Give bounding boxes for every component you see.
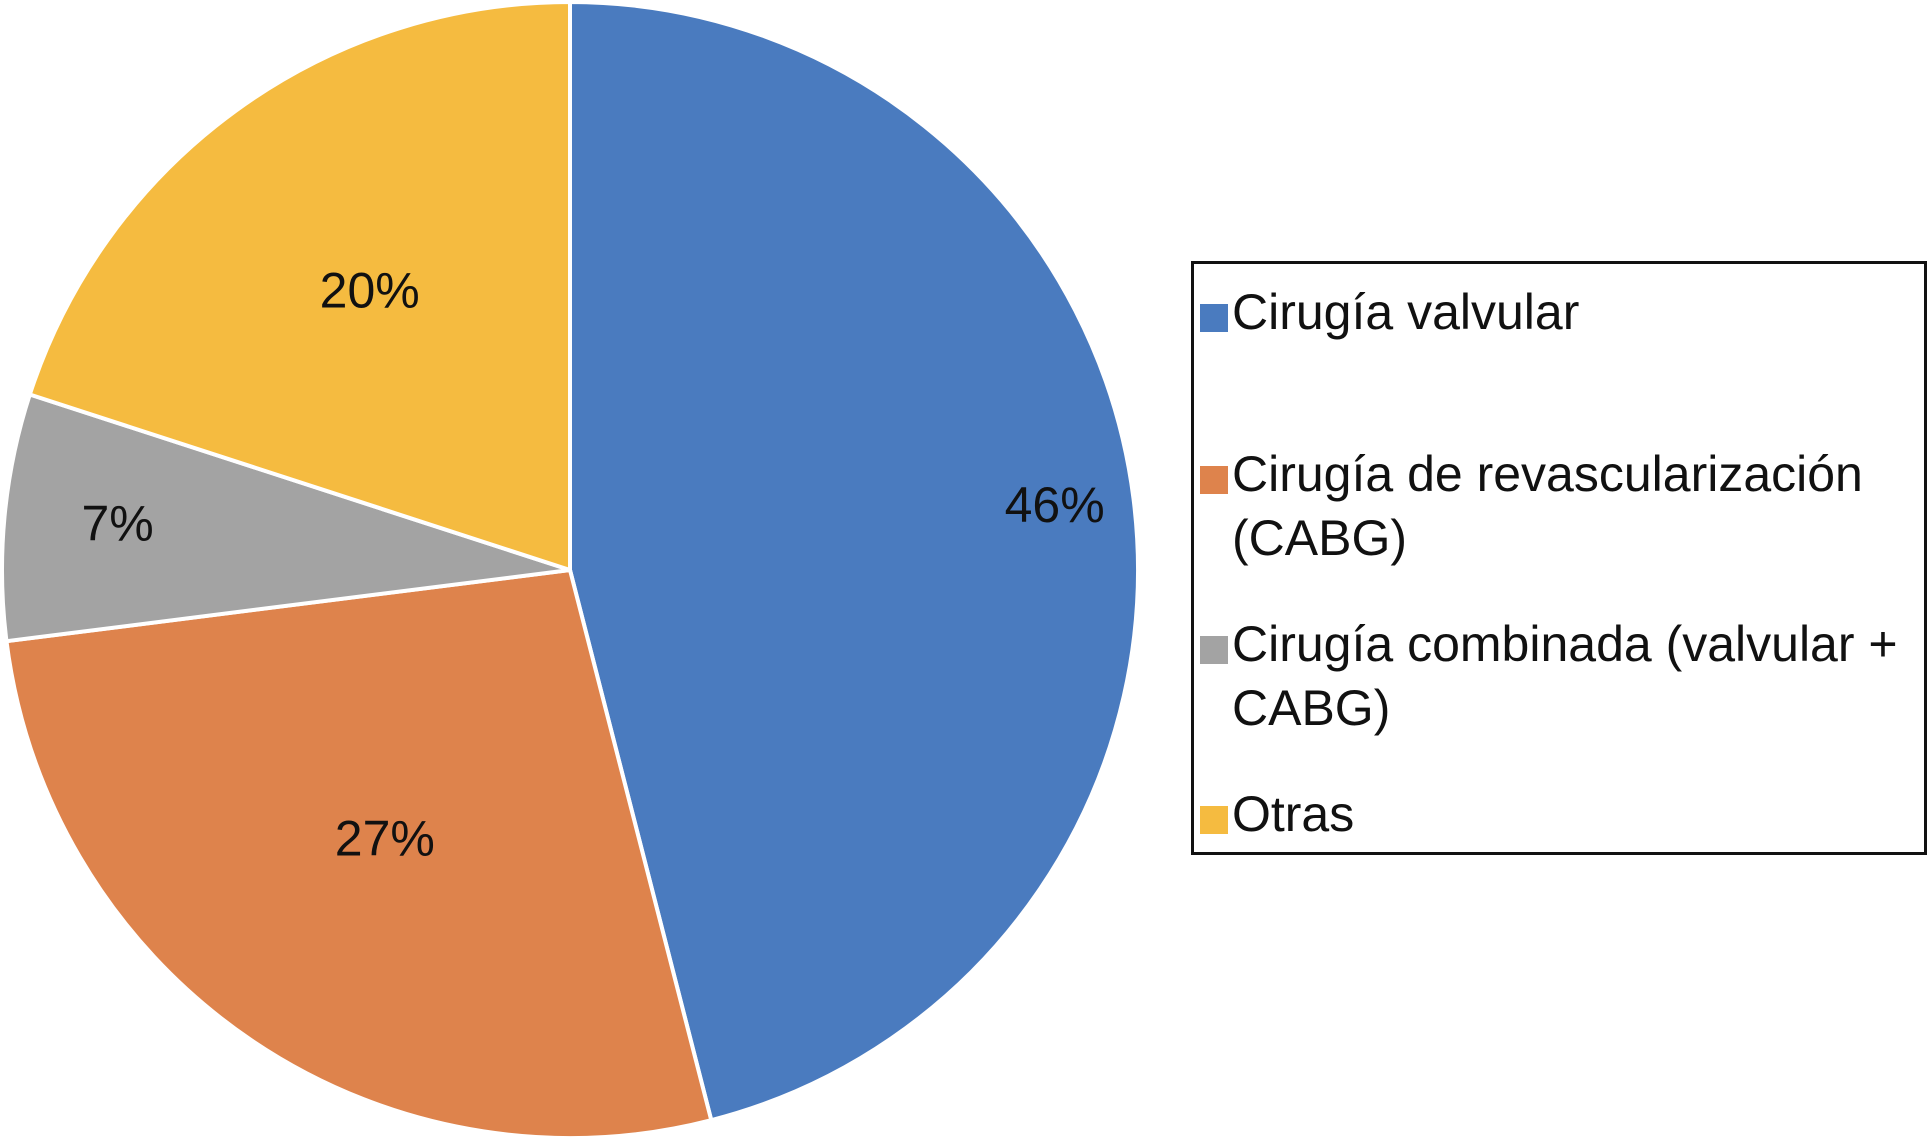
- legend-swatch-yellow: [1200, 806, 1228, 834]
- legend-swatch-orange: [1200, 466, 1228, 494]
- pie-slice-cirugia-valvular: [568, 0, 1141, 1123]
- pie-data-label: 27%: [335, 811, 435, 867]
- legend-label: Cirugía combinada (valvular + CABG): [1232, 616, 1898, 736]
- pie-slices: [0, 0, 1141, 1140]
- pie-data-label: 46%: [1005, 477, 1105, 533]
- pie-slice-cirugia-de-revascularizacion: [4, 567, 714, 1140]
- pie-data-labels: 46% 27% 7% 20%: [81, 262, 1104, 866]
- legend-label: Cirugía valvular: [1232, 284, 1580, 340]
- pie-slice-otras: [27, 0, 572, 573]
- legend-label: Cirugía de revascularización (CABG): [1232, 446, 1863, 566]
- legend-swatch-gray: [1200, 636, 1228, 664]
- pie-slice-cirugia-combinada: [0, 391, 571, 644]
- pie-data-label: 7%: [81, 495, 153, 551]
- legend: Cirugía valvular Cirugía de revasculariz…: [1191, 261, 1927, 855]
- pie-data-label: 20%: [320, 262, 420, 318]
- legend-label: Otras: [1232, 786, 1355, 842]
- legend-swatch-blue: [1200, 304, 1228, 332]
